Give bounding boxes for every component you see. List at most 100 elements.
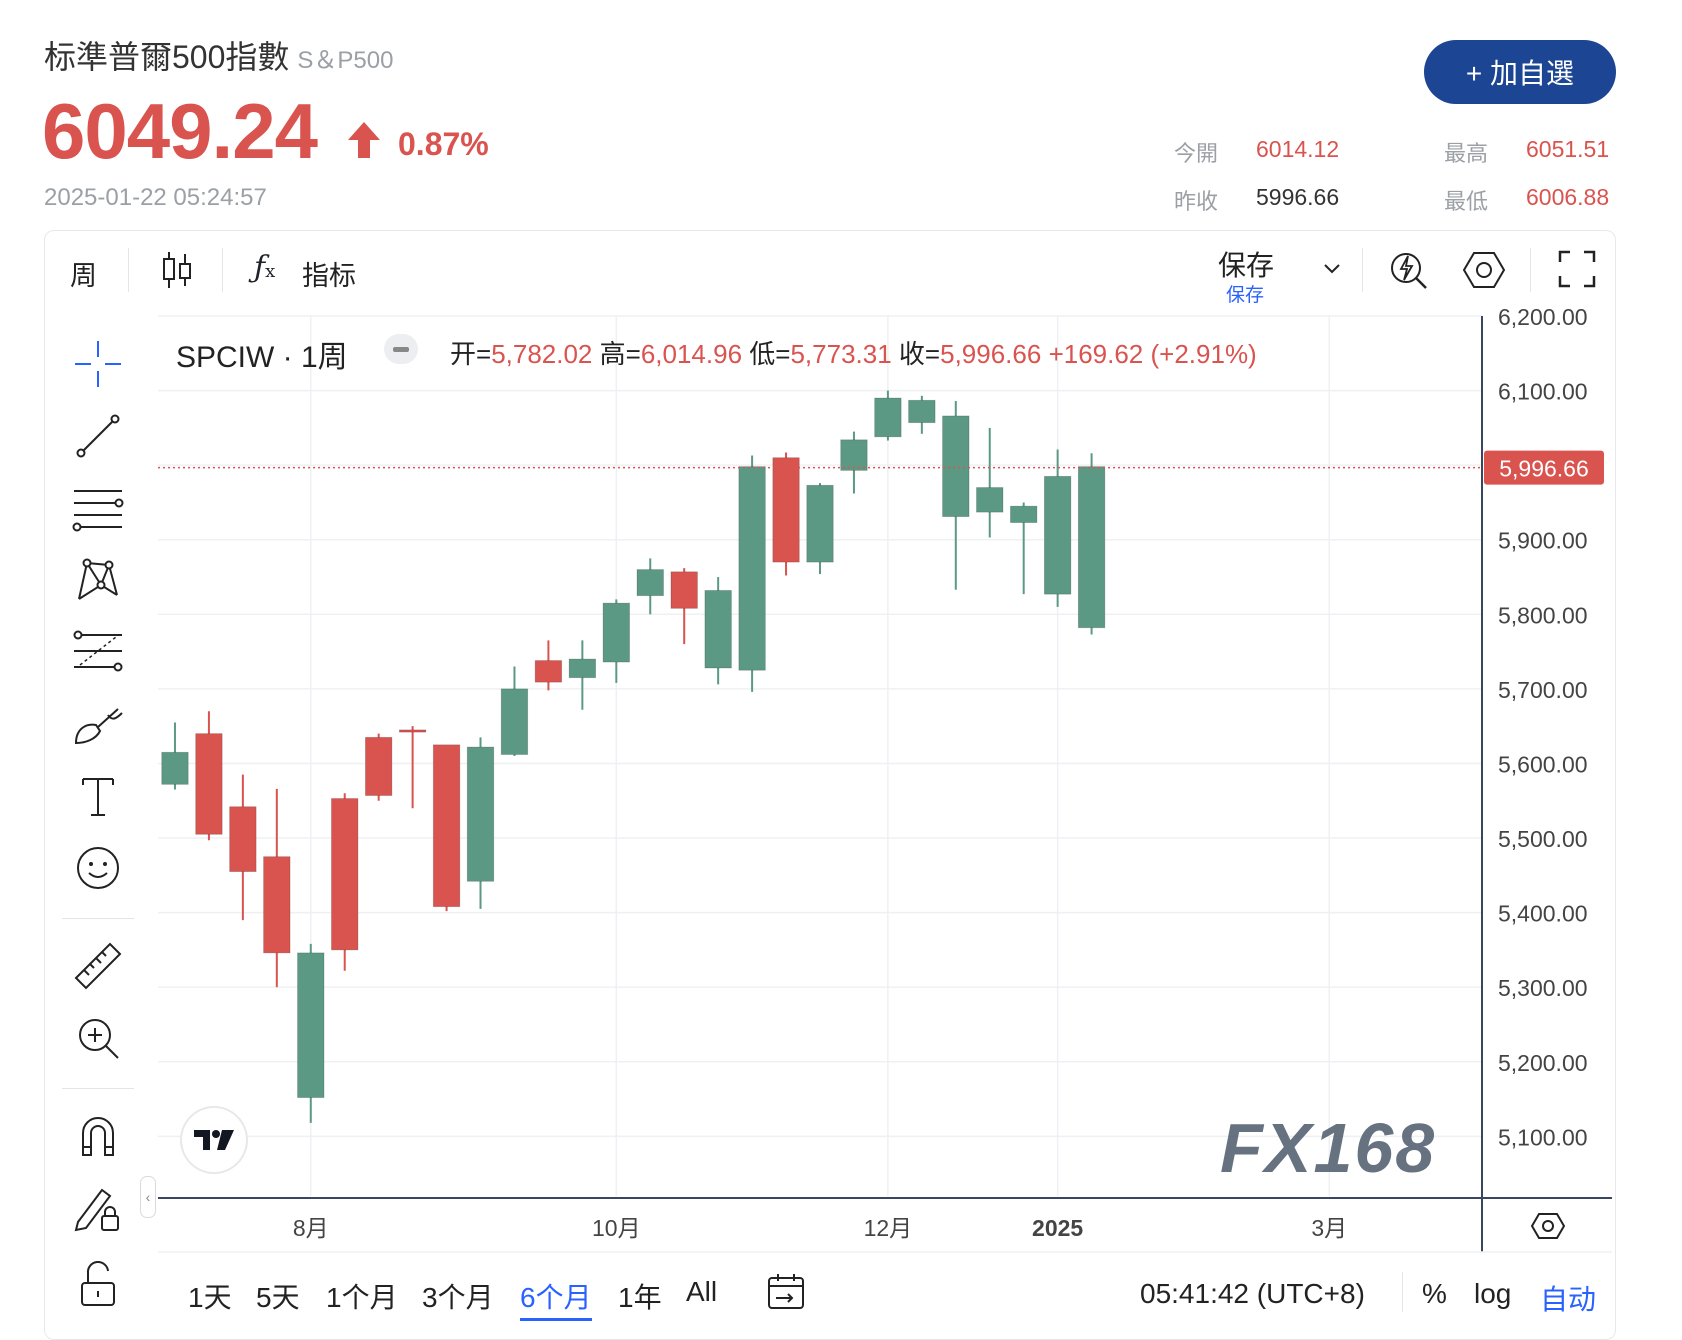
percent-toggle[interactable]: %: [1422, 1278, 1447, 1309]
candle: [331, 793, 359, 971]
prev-close-value: 5996.66: [1256, 184, 1340, 210]
period-1[interactable]: 5天: [256, 1282, 300, 1313]
high-label: 最高: [1444, 141, 1489, 166]
close-value: 5,996.66: [940, 339, 1042, 369]
high-value: 6051.51: [1526, 136, 1610, 162]
candle: [840, 431, 868, 494]
measure-tool[interactable]: [60, 936, 136, 996]
period-0[interactable]: 1天: [188, 1282, 232, 1313]
candle-body: [840, 439, 868, 471]
candle-body: [398, 729, 427, 733]
open-value: 5,782.02: [491, 339, 593, 369]
quick-search-icon[interactable]: [1388, 248, 1428, 292]
candle: [365, 733, 393, 801]
indicators-button[interactable]: 指标: [302, 261, 356, 291]
candle: [1044, 449, 1072, 607]
period-3[interactable]: 3个月: [422, 1282, 494, 1313]
index-code: S＆P500: [297, 47, 394, 74]
period-6[interactable]: All: [686, 1276, 718, 1307]
candle-body: [806, 484, 834, 563]
period-2[interactable]: 1个月: [326, 1282, 398, 1313]
auto-scale-toggle[interactable]: 自动: [1540, 1284, 1597, 1315]
toolbar-divider: [1362, 248, 1363, 292]
candle: [432, 744, 461, 912]
emoji-tool[interactable]: [60, 838, 136, 898]
candle: [772, 452, 800, 576]
candle: [568, 640, 596, 710]
chevron-left-icon: ‹: [145, 1189, 151, 1205]
tools-divider: [62, 1088, 134, 1089]
text-tool[interactable]: [60, 766, 136, 826]
magnet-tool[interactable]: [60, 1106, 136, 1166]
last-price-tag: [1484, 450, 1604, 485]
tradingview-logo[interactable]: [182, 1108, 246, 1172]
axes: 5,100.00 5,200.00 5,300.00 5,400.00 5,500.00…: [158, 304, 1612, 1253]
parallel-lines-tool[interactable]: [60, 478, 136, 538]
candles-icon[interactable]: [160, 250, 194, 290]
brush-tool[interactable]: [60, 694, 136, 754]
x-tick-label: 10月: [592, 1215, 641, 1241]
x-tick-label: 8月: [293, 1215, 329, 1241]
save-button[interactable]: 保存: [1218, 250, 1275, 281]
x-tick-label: 2025: [1032, 1215, 1083, 1241]
candle-body: [229, 806, 257, 872]
candle-body: [331, 798, 359, 951]
period-4[interactable]: 6个月: [520, 1276, 592, 1321]
chevron-down-icon[interactable]: [1322, 262, 1342, 276]
log-toggle[interactable]: log: [1474, 1278, 1512, 1309]
y-tick-label: 5,500.00: [1498, 826, 1588, 852]
toolbar-divider: [1530, 248, 1531, 292]
legend-symbol: SPCIW · 1周: [176, 341, 348, 374]
goto-date-icon[interactable]: [766, 1272, 806, 1312]
candle-body: [670, 571, 698, 609]
open-label: 开=: [450, 339, 492, 369]
trend-line-tool[interactable]: [60, 406, 136, 466]
candle: [161, 722, 189, 790]
pencil-lock-icon: [74, 1188, 119, 1232]
high-value: 6,014.96: [640, 339, 743, 369]
candle-body: [738, 466, 766, 671]
period-5[interactable]: 1年: [618, 1282, 662, 1313]
fx168-watermark: FX168: [1220, 1109, 1437, 1187]
collapse-toolbar-button[interactable]: ‹: [140, 1176, 156, 1218]
open-label: 今開: [1174, 141, 1219, 166]
ohlc-legend: 开=5,782.02 高=6,014.96 低=5,773.31 收=5,996…: [450, 334, 1257, 371]
collapse-legend-button[interactable]: [384, 334, 418, 364]
tv-logo-icon: [194, 1130, 234, 1150]
y-tick-label: 6,200.00: [1498, 304, 1588, 330]
crosshair-icon: [75, 341, 121, 387]
candle-body: [1010, 505, 1038, 523]
add-watchlist-button[interactable]: + 加自選: [1424, 40, 1616, 104]
candle-body: [602, 602, 630, 663]
axis-settings-icon-center: [1542, 1220, 1554, 1232]
candle: [500, 666, 529, 756]
candle-body: [1044, 475, 1072, 595]
low-value: 6006.88: [1526, 184, 1610, 210]
zoom-tool[interactable]: [60, 1008, 136, 1068]
x-tick-label: 12月: [864, 1215, 913, 1241]
unlock-tool[interactable]: [60, 1254, 136, 1314]
candle: [602, 599, 630, 683]
candle-body: [534, 660, 563, 683]
candle-body: [500, 688, 529, 755]
candle: [942, 401, 970, 590]
settings-icon[interactable]: [1462, 250, 1506, 290]
toolbar-divider: [222, 248, 223, 292]
y-tick-label: 5,900.00: [1498, 528, 1588, 554]
fullscreen-icon[interactable]: [1558, 250, 1596, 288]
interval-button[interactable]: 周: [70, 261, 97, 291]
candle: [874, 390, 902, 441]
candle: [670, 568, 698, 645]
change-percent: 0.87%: [398, 126, 489, 162]
crosshair-tool[interactable]: [60, 334, 136, 394]
lock-drawings-tool[interactable]: [60, 1178, 136, 1238]
function-icon[interactable]: ƒx: [254, 250, 276, 285]
prev-close-label: 昨收: [1174, 189, 1219, 214]
brush-icon: [74, 708, 123, 745]
pattern-tool[interactable]: [60, 550, 136, 610]
candle-body: [772, 457, 800, 563]
timestamp: 2025-01-22 05:24:57: [44, 184, 267, 211]
fib-tool[interactable]: [60, 622, 136, 682]
bottom-divider: [1402, 1272, 1403, 1312]
